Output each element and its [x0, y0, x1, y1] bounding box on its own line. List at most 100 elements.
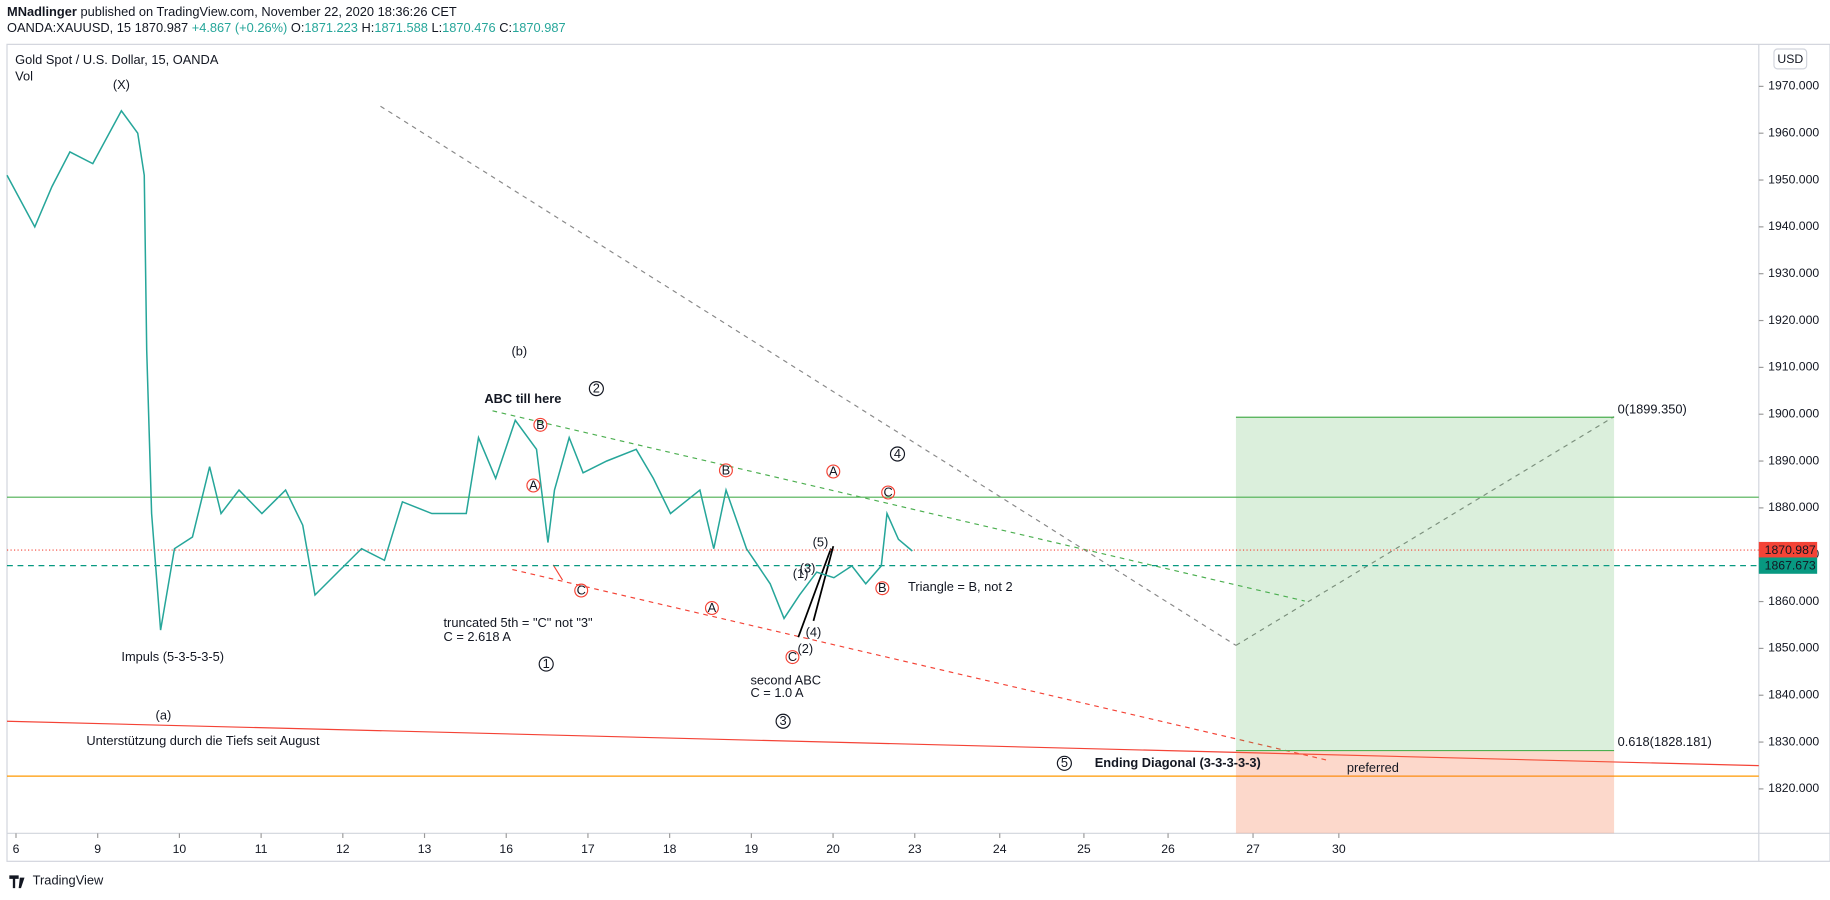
annotation: B [536, 417, 545, 432]
x-tick-label: 17 [581, 842, 595, 856]
y-tick-label: 1940.000 [1768, 219, 1819, 233]
annotation: 4 [894, 446, 901, 461]
wave-circle [775, 713, 791, 729]
y-tick-label: 1850.000 [1768, 641, 1819, 655]
annotation: truncated 5th = "C" not "3" [443, 615, 593, 630]
chart-subtitle: Vol [15, 68, 33, 83]
footer: TradingView [33, 873, 104, 888]
target-zone [1235, 417, 1615, 751]
annotation: (2) [797, 641, 813, 656]
x-tick-label: 9 [94, 842, 101, 856]
l-label: L: [431, 21, 442, 36]
annotation: C [788, 649, 797, 664]
annotation: C [577, 583, 586, 598]
annotation: Triangle = B, not 2 [908, 579, 1013, 594]
wave-circle [526, 478, 541, 493]
y-tick-label: 1970.000 [1768, 79, 1819, 93]
high: 1871.588 [374, 21, 428, 36]
annotation: A [529, 477, 538, 492]
y-tick-label: 1890.000 [1768, 453, 1819, 467]
price-badge [1758, 541, 1818, 559]
x-tick-label: 10 [173, 842, 187, 856]
price-badge [1758, 557, 1818, 574]
y-tick-label: 1900.000 [1768, 406, 1819, 420]
trend-line [1235, 416, 1615, 646]
currency-label: USD [1777, 52, 1803, 66]
footer-bar [0, 863, 1830, 900]
x-tick-label: 24 [993, 842, 1007, 856]
currency-button[interactable] [1773, 48, 1808, 70]
annotation: (4) [806, 625, 822, 640]
wave-circle [538, 656, 554, 672]
x-tick-label: 19 [745, 842, 759, 856]
y-tick-label: 1820.000 [1768, 781, 1819, 795]
trend-line [512, 568, 1331, 762]
y-tick-label: 1860.000 [1768, 594, 1819, 608]
diagonal [797, 548, 832, 638]
close: 1870.987 [512, 21, 566, 36]
o-label: O: [291, 21, 305, 36]
stop-label: 0.618(1828.181) [1618, 734, 1712, 749]
x-tick-label: 12 [336, 842, 350, 856]
wave-circle [881, 485, 896, 500]
annotation: B [878, 580, 887, 595]
price-badge-label: 1867.673 [1765, 558, 1816, 572]
y-tick-label: 1950.000 [1768, 172, 1819, 186]
wave-circle [718, 463, 733, 478]
annotation: preferred [1347, 760, 1399, 775]
symbol: OANDA:XAUUSD, 15 [7, 21, 131, 36]
annotation: A [708, 600, 717, 615]
support-line [6, 720, 1759, 767]
annotation: C = 2.618 A [443, 629, 511, 644]
annotation: (5) [813, 535, 829, 550]
y-tick-label: 1840.000 [1768, 687, 1819, 701]
wave-circle [533, 417, 548, 432]
annotation: 2 [593, 381, 600, 396]
x-tick-label: 18 [663, 842, 677, 856]
wave-circle [704, 601, 719, 616]
wave-circle [826, 464, 841, 479]
c-label: C: [499, 21, 512, 36]
annotation: 1 [543, 656, 550, 671]
quote: OANDA:XAUUSD, 15 1870.987 +4.867 (+0.26%… [7, 21, 566, 36]
x-tick-label: 30 [1332, 842, 1346, 856]
x-tick-label: 20 [826, 842, 840, 856]
y-tick-label: 1830.000 [1768, 734, 1819, 748]
annotation: second ABC [750, 672, 821, 687]
price-badge-label: 1870.987 [1765, 543, 1816, 557]
last: 1870.987 [135, 21, 189, 36]
x-tick-label: 6 [13, 842, 20, 856]
annotation: (3) [800, 560, 816, 575]
wave-circle [785, 650, 800, 665]
x-tick-label: 23 [908, 842, 922, 856]
header: MNadlinger published on TradingView.com,… [7, 4, 457, 19]
target-label: 0(1899.350) [1618, 402, 1687, 417]
wave-circle [574, 583, 589, 598]
annotation: (X) [113, 77, 130, 92]
annotation: (a) [156, 707, 172, 722]
low: 1870.476 [442, 21, 496, 36]
x-tick-label: 25 [1077, 842, 1091, 856]
publisher: MNadlinger [7, 4, 77, 19]
published: published on TradingView.com, November 2… [80, 4, 456, 19]
wave-circle [1056, 755, 1072, 771]
x-tick-label: 16 [499, 842, 513, 856]
annotation: Unterstützung durch die Tiefs seit Augus… [86, 733, 320, 748]
annotation: B [722, 462, 731, 477]
price-line [6, 109, 913, 631]
arrow [552, 564, 564, 581]
chart-title: Gold Spot / U.S. Dollar, 15, OANDA [15, 52, 219, 67]
annotation: Impuls (5-3-5-3-5) [121, 649, 224, 664]
trend-line [492, 410, 1305, 602]
annotation: C = 1.0 A [750, 685, 804, 700]
y-tick-label: 1920.000 [1768, 313, 1819, 327]
wave-circle [875, 581, 890, 596]
wave-circle [588, 381, 604, 397]
stop-zone [1235, 750, 1615, 834]
annotation: (b) [512, 343, 528, 358]
y-tick-label: 1910.000 [1768, 360, 1819, 374]
change: +4.867 (+0.26%) [192, 21, 288, 36]
x-tick-label: 11 [255, 842, 268, 856]
